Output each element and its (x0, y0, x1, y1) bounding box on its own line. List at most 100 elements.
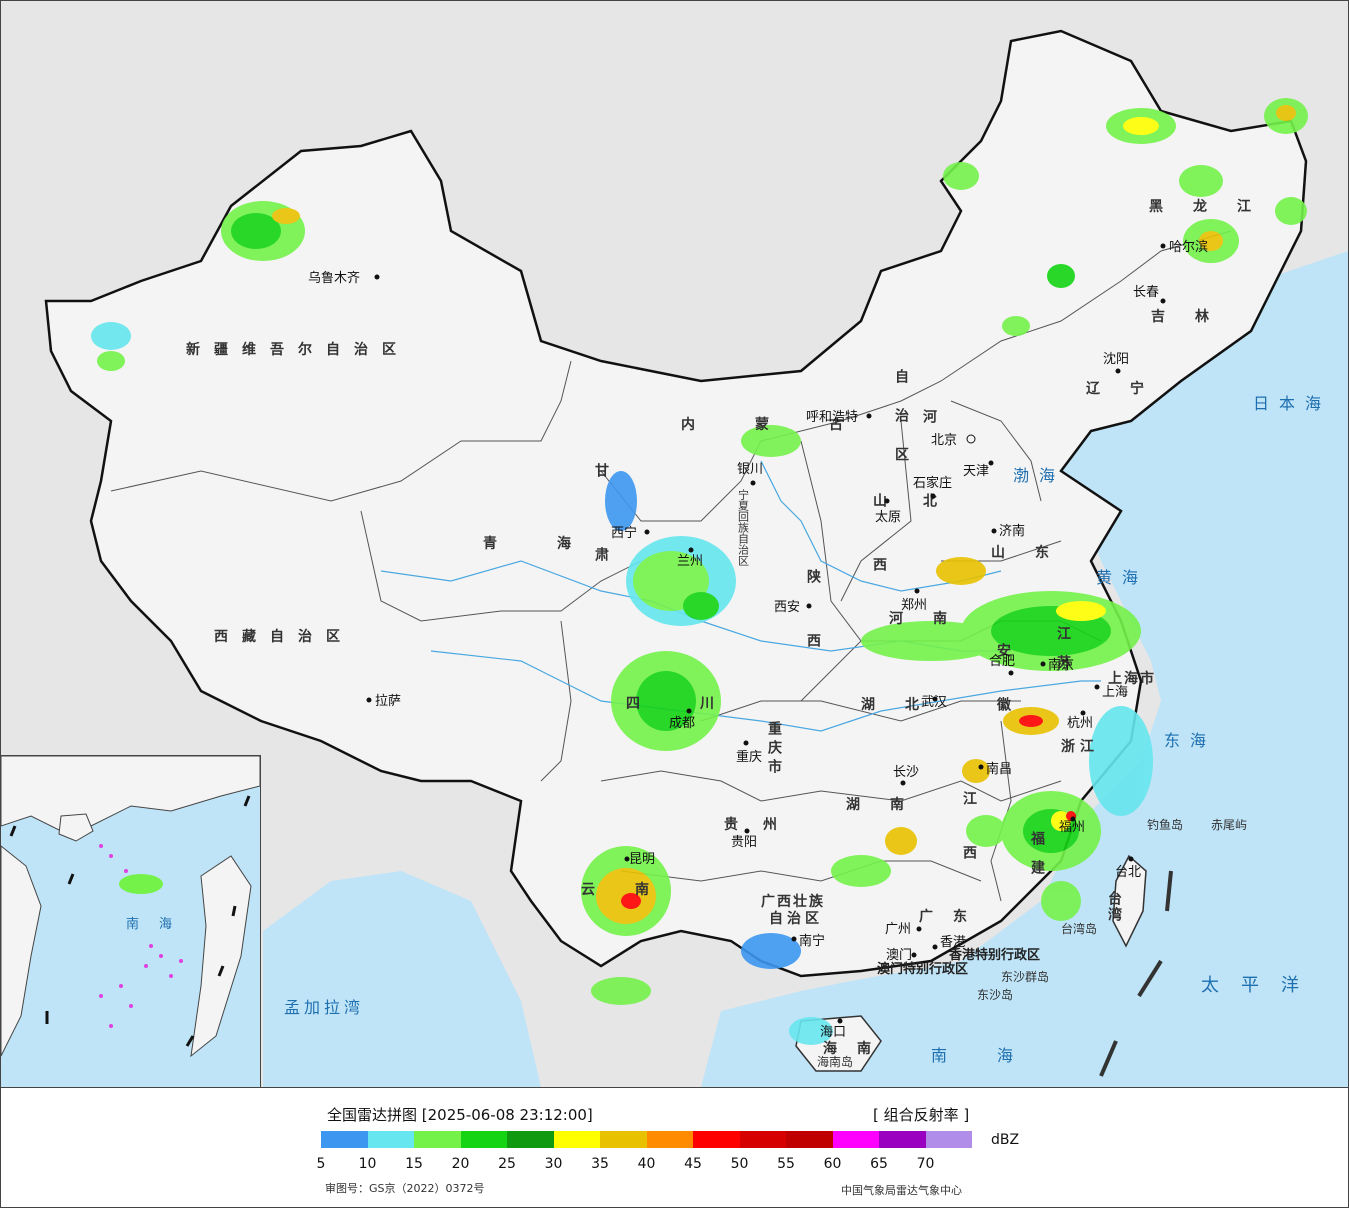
legend-tick-label: 25 (498, 1156, 516, 1172)
city-guangzhou: 广州 (885, 922, 911, 937)
label-macau: 澳门特别行政区 (877, 961, 968, 977)
sea-east: 东海 (1164, 731, 1216, 750)
city-jinan: 济南 (999, 523, 1025, 539)
city-hangzhou: 杭州 (1067, 716, 1093, 731)
label-hainan: 海南 (823, 1040, 891, 1057)
sea-bengal: 孟加拉湾 (284, 998, 364, 1017)
city-hohhot: 呼和浩特 (806, 410, 858, 425)
city-yinchuan: 银川 (737, 462, 763, 477)
label-shanxi: 山西 (871, 493, 887, 621)
legend-colorbar (321, 1131, 972, 1148)
legend-swatch-2 (414, 1131, 461, 1148)
city-nanjing: 南京 (1048, 657, 1074, 673)
legend-tick-label: 50 (730, 1156, 749, 1172)
legend-tick-label: 20 (451, 1156, 470, 1172)
city-lanzhou: 兰州 (677, 554, 703, 569)
label-jiangsu: 江苏 (1055, 625, 1071, 684)
ocean-east (701, 251, 1348, 1087)
city-lhasa: 拉萨 (375, 694, 401, 709)
label-shandong: 山东 (991, 544, 1079, 561)
label-xizang: 西藏自治区 (214, 628, 354, 645)
label-hunan: 湖南 (846, 796, 934, 813)
taiwan-island-shape (1112, 854, 1147, 948)
sea-labels: 日本海 渤海 黄海 东海 太平洋 南海 孟加拉湾 (284, 394, 1331, 1065)
city-fuzhou: 福州 (1059, 820, 1085, 835)
legend-ticks: 5 10 15 20 25 30 35 40 45 50 55 60 65 70 (301, 1156, 1001, 1174)
city-taiyuan: 太原 (875, 510, 901, 525)
agency-credit: 中国气象局雷达气象中心 (841, 1184, 962, 1197)
label-chongqing: 重庆市 (766, 720, 782, 778)
radar-echoes (91, 98, 1308, 1045)
legend-tick-label: 35 (591, 1156, 609, 1172)
label-anhui: 安徽 (995, 642, 1012, 751)
label-hebei: 河北 (921, 408, 937, 577)
city-taipei: 台北 (1115, 865, 1141, 880)
sea-yellow: 黄海 (1096, 568, 1148, 587)
label-guangxi-1: 广西壮族 (761, 893, 825, 910)
legend-swatch-10 (786, 1131, 833, 1148)
legend-product: [ 组合反射率 ] (873, 1106, 970, 1124)
city-xining: 西宁 (611, 525, 637, 541)
label-sichuan: 四川 (626, 696, 774, 712)
city-harbin: 哈尔滨 (1169, 239, 1208, 255)
legend-swatch-3 (460, 1131, 507, 1148)
label-heilongjiang: 黑龙江 (1149, 198, 1281, 215)
city-shenyang: 沈阳 (1103, 352, 1129, 367)
label-henan: 河南 (889, 610, 977, 627)
island-dongsha-qundao: 东沙群岛 (1001, 969, 1049, 984)
label-neimenggu-2: 自治区 (893, 368, 909, 486)
label-zhejiang: 浙江 (1061, 738, 1099, 755)
legend-tick-label: 10 (358, 1156, 377, 1172)
city-labels: 乌鲁木齐 拉萨 西宁 兰州 银川 呼和浩特 哈尔滨 长春 沈阳 北京 天津 石家… (308, 239, 1208, 1040)
label-hubei: 湖北 (861, 697, 949, 713)
sea-japan: 日本海 (1253, 394, 1331, 413)
city-urumqi: 乌鲁木齐 (308, 270, 360, 286)
label-guangdong: 广东 (919, 908, 987, 925)
legend-tick-label: 70 (916, 1156, 935, 1172)
legend-tick-label: 45 (684, 1156, 702, 1172)
legend-tick-label: 15 (405, 1156, 423, 1172)
city-hefei: 合肥 (989, 654, 1015, 669)
label-liaoning: 辽宁 (1086, 380, 1174, 397)
legend-swatch-0 (321, 1131, 368, 1148)
legend-unit: dBZ (991, 1132, 1020, 1148)
label-guizhou: 贵州 (724, 816, 802, 833)
legend-swatch-4 (507, 1131, 554, 1148)
city-wuhan: 武汉 (921, 695, 947, 710)
legend-tick-label: 60 (823, 1156, 842, 1172)
legend-panel: 全国雷达拼图 [2025-06-08 23:12:00] [ 组合反射率 ] d… (0, 1088, 1349, 1208)
legend-swatch-12 (879, 1131, 926, 1148)
label-yunnan: 云南 (581, 881, 689, 898)
legend-swatch-9 (739, 1131, 786, 1148)
city-beijing: 北京 (931, 433, 957, 448)
legend-swatch-7 (646, 1131, 693, 1148)
south-china-sea-inset: 南海 (0, 755, 261, 1088)
city-changsha: 长沙 (893, 765, 919, 780)
inset-canvas: 南海 (0, 755, 261, 1087)
sea-south: 南海 (931, 1046, 1063, 1065)
label-hk: 香港特别行政区 (948, 947, 1040, 963)
label-gansu: 甘肃 (593, 462, 609, 631)
legend-swatch-11 (832, 1131, 879, 1148)
legend-swatch-6 (600, 1131, 647, 1148)
city-changchun: 长春 (1133, 285, 1159, 300)
city-haikou: 海口 (820, 1025, 846, 1040)
label-xinjiang: 新疆维吾尔自治区 (186, 341, 410, 358)
city-hongkong: 香港 (940, 935, 966, 950)
island-labels: 钓鱼岛 赤尾屿 台湾岛 东沙群岛 东沙岛 海南岛 (817, 817, 1247, 1069)
city-kunming: 昆明 (629, 852, 655, 867)
city-guiyang: 贵阳 (731, 835, 757, 850)
city-nanning: 南宁 (799, 933, 825, 949)
sea-bohai: 渤海 (1013, 466, 1065, 485)
city-shijiazhuang: 石家庄 (913, 475, 952, 491)
legend-tick-label: 40 (637, 1156, 656, 1172)
label-neimenggu: 内蒙古 (681, 416, 903, 433)
sea-pacific: 太平洋 (1201, 975, 1321, 996)
city-xian: 西安 (774, 600, 800, 615)
ocean-bengal (263, 871, 541, 1087)
label-qinghai: 青海 (483, 535, 631, 552)
label-taiwan: 台湾 (1106, 890, 1122, 923)
legend-tick-label: 55 (777, 1156, 795, 1172)
label-ningxia: 宁夏回族自治区 (737, 488, 750, 566)
legend-swatch-13 (925, 1131, 972, 1148)
